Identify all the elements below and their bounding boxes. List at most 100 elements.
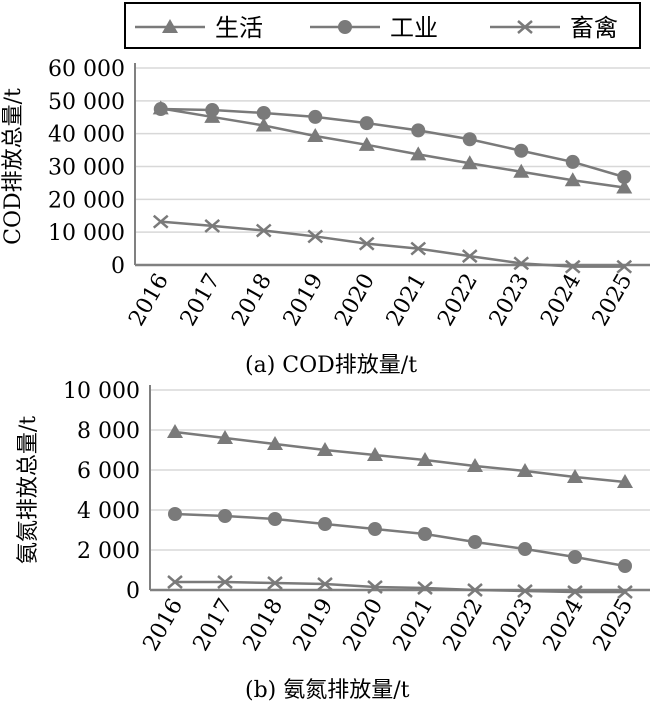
x-tick-label: 2020 [330, 270, 380, 331]
legend-marker-x [517, 20, 533, 34]
x-tick-label: 2019 [279, 270, 329, 331]
data-point-circle [205, 103, 220, 118]
x-tick-label: 2022 [439, 595, 489, 656]
data-point-circle [318, 517, 332, 531]
data-point-triangle [255, 117, 272, 132]
x-tick-label: 2016 [124, 270, 174, 331]
data-point-circle [268, 512, 282, 526]
x-tick-label: 2025 [588, 270, 638, 331]
x-tick-label: 2021 [382, 270, 432, 331]
data-point-x [467, 583, 483, 597]
x-tick-label: 2016 [139, 595, 189, 656]
x-tick-label: 2025 [589, 595, 639, 656]
data-point-circle [468, 535, 482, 549]
data-point-triangle [513, 163, 530, 178]
data-point-x [152, 214, 169, 229]
x-tick-label: 2018 [239, 595, 289, 656]
data-point-x [513, 256, 530, 271]
data-point-triangle [217, 430, 233, 444]
legend-box [124, 2, 641, 49]
y-tick-label: 50 000 [48, 90, 125, 115]
x-tick-label: 2019 [289, 595, 339, 656]
data-point-x [410, 241, 427, 256]
data-point-circle [617, 170, 632, 185]
y-tick-label: 20 000 [48, 188, 125, 213]
y-tick-label: 30 000 [48, 156, 125, 181]
data-point-triangle [461, 155, 478, 170]
data-point-x [217, 575, 233, 589]
data-point-circle [618, 559, 632, 573]
y-axis-title: 氨氮排放总量/t [16, 416, 41, 564]
data-point-x [358, 236, 375, 251]
x-tick-label: 2023 [489, 595, 539, 656]
data-point-triangle [467, 458, 483, 472]
data-point-triangle [317, 442, 333, 456]
data-point-circle [568, 550, 582, 564]
data-point-triangle [167, 424, 183, 438]
y-tick-label: 6 000 [77, 459, 140, 484]
data-point-circle [518, 542, 532, 556]
data-point-circle [462, 132, 477, 147]
data-point-circle [218, 509, 232, 523]
y-tick-label: 0 [126, 579, 140, 604]
data-point-x [564, 259, 581, 274]
data-point-triangle [367, 447, 383, 461]
data-point-circle [565, 154, 580, 169]
data-point-triangle [417, 452, 433, 466]
data-point-circle [418, 527, 432, 541]
data-point-x [255, 223, 272, 238]
data-point-x [616, 259, 633, 274]
x-tick-label: 2018 [227, 270, 277, 331]
series-line-triangle [174, 430, 626, 484]
data-point-x [204, 218, 221, 233]
data-point-x [517, 584, 533, 598]
x-tick-label: 2024 [539, 595, 589, 656]
x-tick-label: 2017 [176, 270, 226, 331]
data-point-circle [368, 522, 382, 536]
y-tick-label: 40 000 [48, 123, 125, 148]
data-point-x [267, 576, 283, 590]
data-point-circle [168, 507, 182, 521]
series-line-circle [174, 512, 626, 568]
x-tick-label: 2017 [189, 595, 239, 656]
panel-title: (a) COD排放量/t [245, 353, 417, 378]
data-point-x [461, 249, 478, 264]
x-tick-label: 2021 [389, 595, 439, 656]
x-tick-label: 2022 [433, 270, 483, 331]
series-line-x [175, 580, 625, 594]
data-point-circle [256, 105, 271, 120]
data-point-x [317, 577, 333, 591]
y-tick-label: 2 000 [77, 539, 140, 564]
series-line-circle [160, 107, 625, 179]
data-point-triangle [267, 436, 283, 450]
data-point-x [307, 229, 324, 244]
data-point-x [367, 580, 383, 594]
x-tick-label: 2020 [339, 595, 389, 656]
data-point-circle [411, 123, 426, 138]
data-point-triangle [567, 469, 583, 483]
data-point-triangle [517, 463, 533, 477]
y-tick-label: 8 000 [77, 419, 140, 444]
data-point-x [567, 585, 583, 599]
legend-label: 生活 [215, 14, 263, 42]
y-tick-label: 0 [111, 254, 125, 279]
data-point-circle [359, 116, 374, 131]
legend-label: 畜禽 [570, 14, 618, 42]
series-line-triangle [160, 107, 625, 189]
data-point-triangle [564, 172, 581, 187]
data-point-circle [514, 143, 529, 158]
panel-title: (b) 氨氮排放量/t [245, 678, 410, 702]
data-point-triangle [307, 127, 324, 142]
data-point-triangle [410, 146, 427, 161]
y-tick-label: 60 000 [48, 57, 125, 82]
y-tick-label: 10 000 [48, 221, 125, 246]
x-tick-label: 2024 [536, 270, 586, 331]
data-point-x [617, 585, 633, 599]
data-point-x [167, 575, 183, 589]
series-line-x [160, 220, 625, 268]
data-point-circle [308, 109, 323, 124]
y-axis-title: COD排放总量/t [1, 88, 26, 245]
legend-label: 工业 [390, 14, 438, 42]
y-tick-label: 4 000 [77, 499, 140, 524]
